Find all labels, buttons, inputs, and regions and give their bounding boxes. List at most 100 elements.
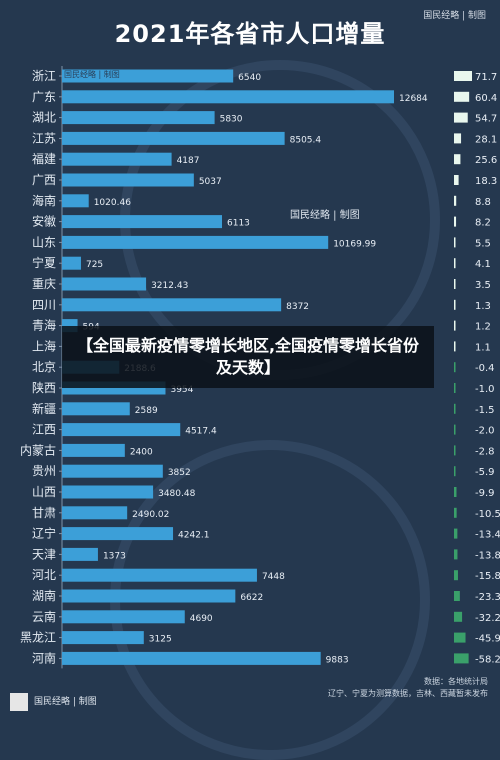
bar [62,443,125,457]
category-label: 浙江 [32,69,56,83]
side-bar [454,466,456,477]
bar [62,568,257,582]
category-label: 安徽 [32,214,56,229]
category-label: 江西 [32,423,56,437]
side-bar [454,216,457,227]
side-value-label: -2.0 [475,426,495,437]
side-value-label: 71.7 [475,72,497,83]
category-label: 江苏 [32,131,56,145]
side-value-label: 18.3 [475,176,497,187]
side-bar [454,341,456,352]
bar [62,506,128,520]
bar [62,610,185,624]
brand-inline: 国民经略 | 制图 [64,70,120,79]
side-bar [454,112,468,123]
category-label: 上海 [32,338,56,353]
category-label: 海南 [32,193,56,208]
bar-value-label: 725 [86,260,103,270]
side-value-label: -1.0 [475,384,495,395]
brand-top: 国民经略 | 制图 [423,11,486,21]
side-bar [454,258,456,269]
bar-value-label: 6540 [238,73,261,83]
category-label: 广东 [32,90,56,104]
bar [62,277,147,291]
bar-value-label: 1020.46 [94,198,131,208]
bar-value-label: 4242.1 [178,531,210,541]
category-label: 新疆 [32,401,56,416]
bar-value-label: 10169.99 [333,239,376,249]
bar [62,194,89,208]
bar-value-label: 3480.48 [158,489,195,499]
side-value-label: 28.1 [475,134,497,145]
source-note: 数据：各地统计局 辽宁、宁夏为测算数据，吉林、西藏暂未发布 [328,676,488,700]
side-value-label: -23.3 [475,592,500,603]
side-value-label: -45.9 [475,634,500,645]
side-bar [454,383,456,393]
footer-brand-text: 国民经略 | 制图 [34,697,97,707]
bar-value-label: 3954 [170,385,193,395]
category-label: 北京 [32,360,56,374]
category-label: 湖北 [32,110,56,125]
bar-value-label: 6622 [240,593,263,603]
side-value-label: -0.4 [475,363,495,374]
chart-title: 2021年各省市人口增量 [114,20,386,48]
category-label: 甘肃 [32,506,56,520]
bar-value-label: 4187 [177,156,200,166]
bar [62,298,282,312]
side-bar [454,487,457,497]
side-value-label: -15.8 [475,571,500,582]
bar [62,547,98,561]
side-value-label: 5.5 [475,238,491,249]
side-bar [454,279,456,289]
side-bar [454,320,456,331]
bar-value-label: 2589 [135,406,158,416]
side-value-label: -13.4 [475,530,500,541]
bar-value-label: 4690 [190,614,213,624]
side-value-label: -32.2 [475,613,500,624]
side-value-label: 3.5 [475,280,491,291]
side-bar [454,133,462,144]
side-bar [454,154,461,165]
bar-value-label: 2490.02 [132,510,169,520]
side-value-label: -2.8 [475,446,495,457]
side-bar [454,362,456,373]
bar [62,90,394,104]
category-label: 福建 [32,151,56,166]
bar [62,235,329,249]
side-bar [454,549,458,560]
bar [62,69,234,83]
side-bar [454,445,456,456]
side-bar [454,237,456,248]
category-label: 云南 [32,609,56,624]
side-value-label: 1.3 [475,301,491,312]
bar-value-label: 5830 [220,115,243,125]
bar-value-label: 12684 [399,94,428,104]
chart-area: 浙江 6540 71.7 广东 12684 60.4 湖北 5830 54.7 江苏 8505.4 2… [20,66,500,669]
brand-watermark: 国民经略 | 制图 [290,210,360,221]
bar [62,631,144,645]
side-bar [454,591,460,601]
footer-brand: 国民经略 | 制图 [34,694,97,707]
side-value-label: -1.5 [475,405,495,416]
category-label: 青海 [32,318,56,333]
category-label: 四川 [32,298,56,312]
category-label: 内蒙古 [20,442,56,457]
bar-value-label: 9883 [326,655,349,665]
bar [62,527,174,541]
side-value-label: -5.9 [475,467,495,478]
category-label: 宁夏 [32,255,56,270]
bar [62,423,181,437]
qr-code [10,693,28,711]
side-value-label: 54.7 [475,114,497,125]
side-bar [454,611,463,622]
side-bar [454,507,457,518]
bar-value-label: 8505.4 [290,135,322,145]
bar-value-label: 2400 [130,447,153,457]
bar-value-label: 5037 [199,177,222,187]
category-label: 陕西 [32,380,56,395]
category-label: 湖南 [32,588,56,603]
category-label: 山西 [32,485,56,499]
bar [62,651,321,665]
side-bar [454,195,457,206]
category-label: 河南 [32,650,56,665]
